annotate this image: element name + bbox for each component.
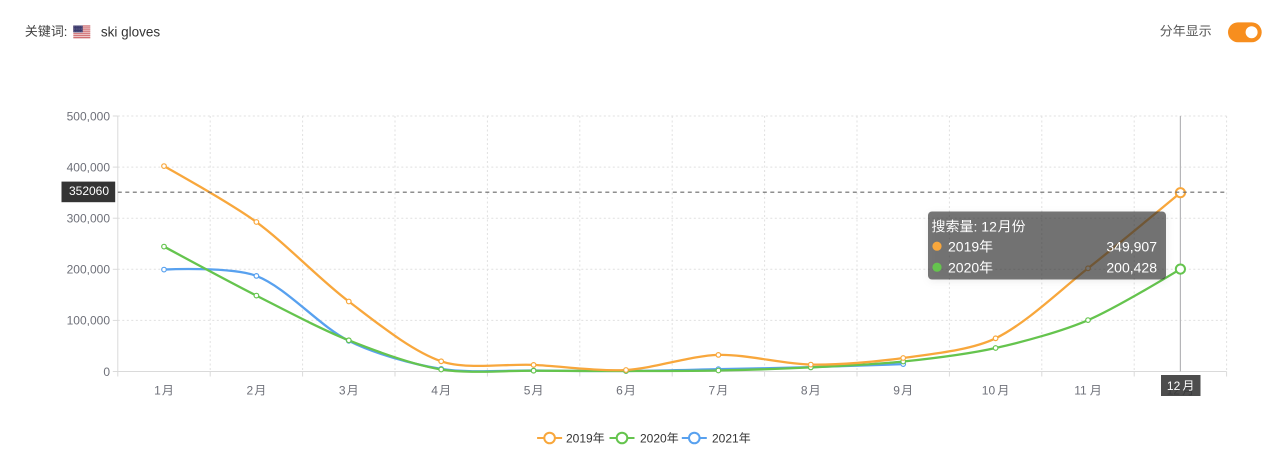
svg-text:300,000: 300,000 xyxy=(67,212,111,226)
svg-text:2019: 2019 xyxy=(566,431,593,445)
svg-text:3: 3 xyxy=(339,384,346,398)
svg-text:500,000: 500,000 xyxy=(67,109,111,123)
svg-text:8: 8 xyxy=(801,384,808,398)
svg-text:1: 1 xyxy=(154,384,161,398)
svg-text::: : xyxy=(64,24,68,39)
svg-text:9: 9 xyxy=(893,384,900,398)
svg-text:11: 11 xyxy=(1074,384,1087,398)
svg-text:352060: 352060 xyxy=(69,184,109,198)
svg-text:4: 4 xyxy=(431,384,438,398)
svg-text:349,907: 349,907 xyxy=(1106,239,1157,255)
svg-text:ski gloves: ski gloves xyxy=(101,25,161,40)
svg-text:5: 5 xyxy=(524,384,531,398)
svg-text:200,428: 200,428 xyxy=(1106,260,1157,276)
svg-text:0: 0 xyxy=(103,365,110,379)
svg-text:: 12: : 12 xyxy=(974,218,998,234)
svg-text:12: 12 xyxy=(1167,379,1181,393)
svg-text:2021: 2021 xyxy=(712,431,739,445)
svg-text:2020: 2020 xyxy=(640,431,667,445)
svg-text:100,000: 100,000 xyxy=(67,314,111,328)
svg-text:2019: 2019 xyxy=(948,239,979,255)
svg-text:6: 6 xyxy=(616,384,623,398)
svg-text:2020: 2020 xyxy=(948,260,979,276)
svg-text:10: 10 xyxy=(982,384,996,398)
svg-text:400,000: 400,000 xyxy=(67,160,111,174)
svg-text:200,000: 200,000 xyxy=(67,263,111,277)
svg-text:2: 2 xyxy=(247,384,254,398)
svg-text:7: 7 xyxy=(709,384,716,398)
